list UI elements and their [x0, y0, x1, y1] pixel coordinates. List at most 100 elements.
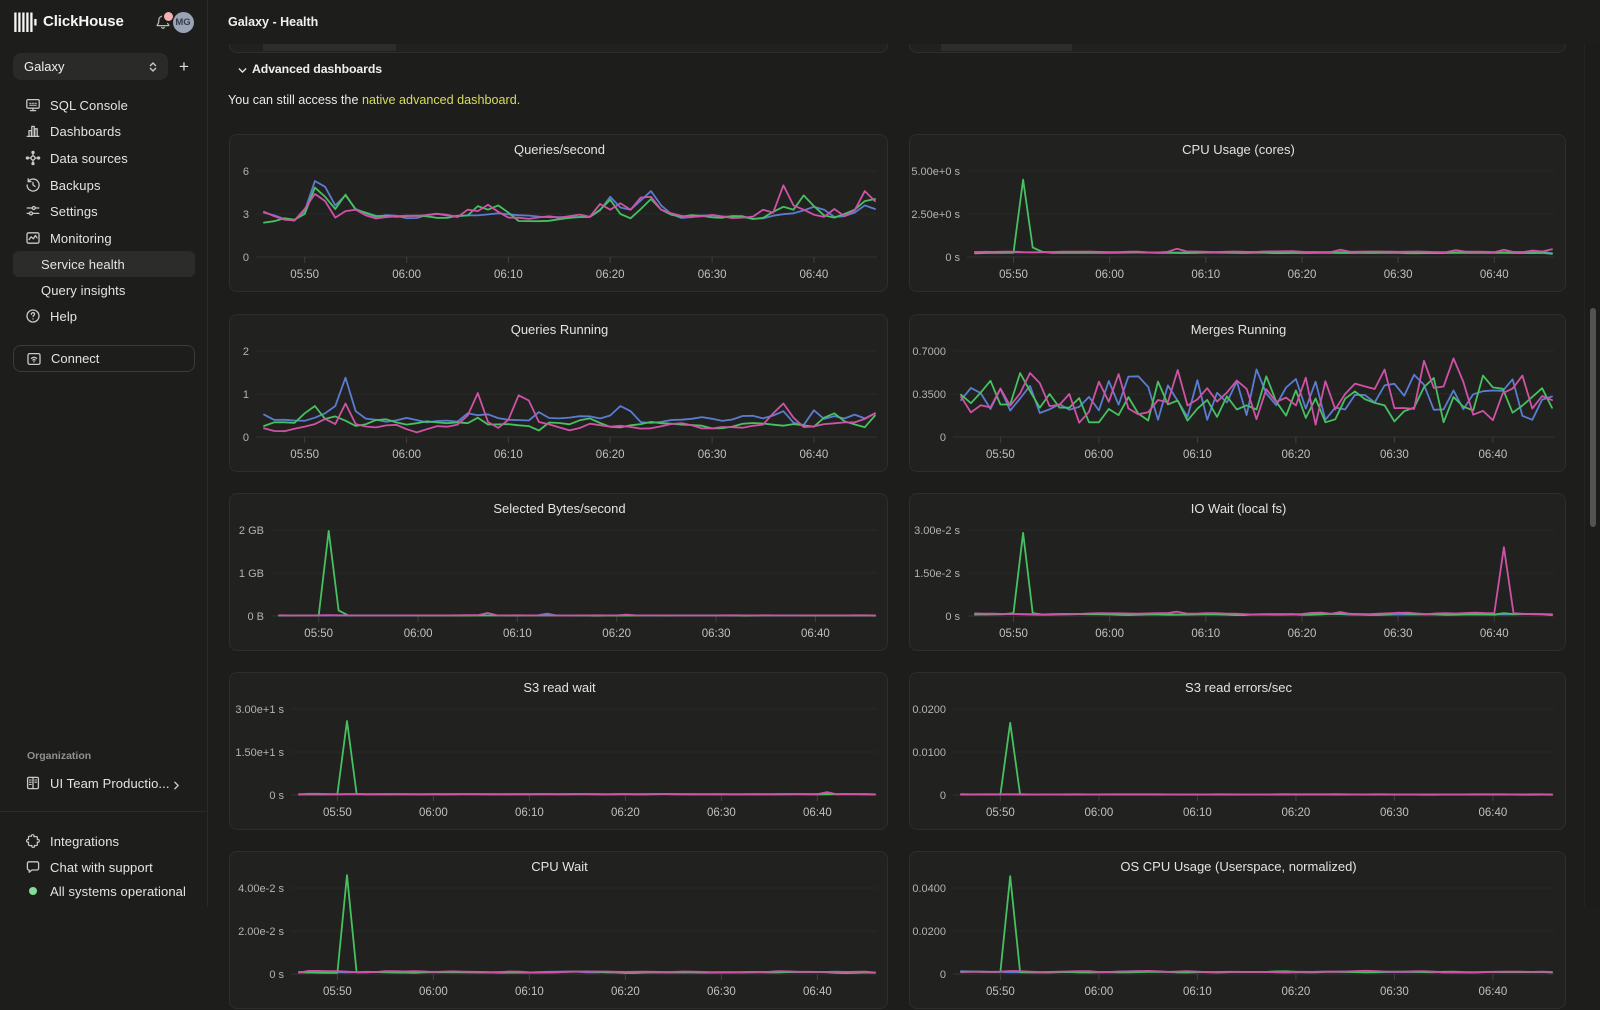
- svg-text:06:00: 06:00: [1085, 807, 1114, 819]
- svg-text:05:50: 05:50: [290, 449, 319, 461]
- svg-text:06:20: 06:20: [1282, 807, 1311, 819]
- svg-text:2.00e-2 s: 2.00e-2 s: [238, 926, 284, 938]
- svg-text:06:00: 06:00: [1095, 269, 1124, 281]
- svg-text:0: 0: [940, 432, 946, 444]
- svg-text:05:50: 05:50: [999, 269, 1028, 281]
- svg-text:Selected Bytes/second: Selected Bytes/second: [493, 501, 625, 516]
- svg-text:1.50e-2 s: 1.50e-2 s: [914, 568, 960, 580]
- svg-text:06:00: 06:00: [419, 807, 448, 819]
- svg-text:3.00e-2 s: 3.00e-2 s: [914, 525, 960, 537]
- svg-text:S3 read errors/sec: S3 read errors/sec: [1185, 680, 1292, 695]
- svg-text:06:40: 06:40: [1479, 807, 1508, 819]
- svg-text:05:50: 05:50: [323, 986, 352, 998]
- svg-text:0 s: 0 s: [269, 790, 284, 802]
- svg-text:06:10: 06:10: [1183, 986, 1212, 998]
- svg-text:CPU Usage (cores): CPU Usage (cores): [1182, 142, 1295, 157]
- svg-text:0.0100: 0.0100: [912, 747, 946, 759]
- svg-text:0.0200: 0.0200: [912, 926, 946, 938]
- svg-text:0.3500: 0.3500: [912, 389, 946, 401]
- svg-text:06:20: 06:20: [1288, 628, 1317, 640]
- svg-text:3.00e+1 s: 3.00e+1 s: [235, 704, 284, 716]
- svg-text:06:00: 06:00: [392, 269, 421, 281]
- svg-text:Queries Running: Queries Running: [511, 322, 609, 337]
- svg-text:06:30: 06:30: [707, 986, 736, 998]
- svg-text:06:30: 06:30: [1380, 449, 1409, 461]
- svg-text:0: 0: [940, 969, 946, 981]
- svg-text:05:50: 05:50: [999, 628, 1028, 640]
- svg-text:CPU Wait: CPU Wait: [531, 859, 588, 874]
- svg-text:05:50: 05:50: [986, 986, 1015, 998]
- svg-text:06:20: 06:20: [611, 986, 640, 998]
- svg-text:06:10: 06:10: [1183, 449, 1212, 461]
- svg-text:05:50: 05:50: [323, 807, 352, 819]
- svg-text:06:20: 06:20: [1288, 269, 1317, 281]
- svg-text:06:20: 06:20: [596, 269, 625, 281]
- svg-text:06:20: 06:20: [596, 449, 625, 461]
- svg-text:06:00: 06:00: [419, 986, 448, 998]
- svg-text:0.0200: 0.0200: [912, 704, 946, 716]
- svg-text:06:10: 06:10: [515, 986, 544, 998]
- svg-text:06:40: 06:40: [800, 269, 829, 281]
- svg-text:06:10: 06:10: [515, 807, 544, 819]
- svg-text:IO Wait (local fs): IO Wait (local fs): [1191, 501, 1287, 516]
- svg-text:06:00: 06:00: [1095, 628, 1124, 640]
- svg-text:1 GB: 1 GB: [239, 568, 264, 580]
- svg-text:05:50: 05:50: [986, 807, 1015, 819]
- svg-text:06:10: 06:10: [1191, 628, 1220, 640]
- svg-text:06:10: 06:10: [494, 269, 523, 281]
- svg-text:1.50e+1 s: 1.50e+1 s: [235, 747, 284, 759]
- svg-text:06:40: 06:40: [800, 449, 829, 461]
- svg-text:06:30: 06:30: [702, 628, 731, 640]
- svg-text:5.00e+0 s: 5.00e+0 s: [911, 166, 960, 178]
- svg-text:0 B: 0 B: [247, 611, 264, 623]
- svg-text:06:40: 06:40: [1480, 628, 1509, 640]
- svg-text:0: 0: [243, 432, 249, 444]
- svg-text:2.50e+0 s: 2.50e+0 s: [911, 209, 960, 221]
- svg-text:06:40: 06:40: [801, 628, 830, 640]
- svg-text:06:00: 06:00: [1085, 449, 1114, 461]
- svg-text:Merges Running: Merges Running: [1191, 322, 1286, 337]
- svg-text:0: 0: [243, 252, 249, 264]
- svg-text:0.7000: 0.7000: [912, 346, 946, 358]
- svg-text:Queries/second: Queries/second: [514, 142, 605, 157]
- svg-text:06:10: 06:10: [503, 628, 532, 640]
- svg-text:06:30: 06:30: [1384, 628, 1413, 640]
- svg-text:6: 6: [243, 166, 249, 178]
- svg-text:06:00: 06:00: [1085, 986, 1114, 998]
- svg-text:05:50: 05:50: [290, 269, 319, 281]
- svg-text:06:10: 06:10: [1191, 269, 1220, 281]
- svg-text:06:30: 06:30: [698, 449, 727, 461]
- svg-text:06:40: 06:40: [1479, 449, 1508, 461]
- svg-text:2 GB: 2 GB: [239, 525, 264, 537]
- svg-text:06:00: 06:00: [392, 449, 421, 461]
- svg-text:05:50: 05:50: [986, 449, 1015, 461]
- svg-text:4.00e-2 s: 4.00e-2 s: [238, 883, 284, 895]
- svg-text:06:30: 06:30: [698, 269, 727, 281]
- svg-text:06:20: 06:20: [611, 807, 640, 819]
- svg-text:0 s: 0 s: [269, 969, 284, 981]
- svg-text:0.0400: 0.0400: [912, 883, 946, 895]
- svg-text:1: 1: [243, 389, 249, 401]
- svg-text:05:50: 05:50: [304, 628, 333, 640]
- svg-text:06:10: 06:10: [1183, 807, 1212, 819]
- svg-text:06:30: 06:30: [707, 807, 736, 819]
- svg-text:06:10: 06:10: [494, 449, 523, 461]
- svg-text:06:20: 06:20: [1282, 986, 1311, 998]
- svg-text:S3 read wait: S3 read wait: [523, 680, 596, 695]
- svg-text:0 s: 0 s: [945, 611, 960, 623]
- svg-text:OS CPU Usage (Userspace, norma: OS CPU Usage (Userspace, normalized): [1120, 859, 1356, 874]
- svg-text:06:40: 06:40: [1480, 269, 1509, 281]
- svg-text:06:30: 06:30: [1380, 807, 1409, 819]
- svg-text:06:40: 06:40: [803, 807, 832, 819]
- svg-text:06:40: 06:40: [803, 986, 832, 998]
- svg-text:06:30: 06:30: [1384, 269, 1413, 281]
- svg-text:06:20: 06:20: [1282, 449, 1311, 461]
- svg-text:0: 0: [940, 790, 946, 802]
- svg-text:2: 2: [243, 346, 249, 358]
- svg-text:06:30: 06:30: [1380, 986, 1409, 998]
- svg-text:0 s: 0 s: [945, 252, 960, 264]
- svg-text:06:20: 06:20: [602, 628, 631, 640]
- svg-text:3: 3: [243, 209, 249, 221]
- svg-text:06:00: 06:00: [404, 628, 433, 640]
- svg-text:06:40: 06:40: [1479, 986, 1508, 998]
